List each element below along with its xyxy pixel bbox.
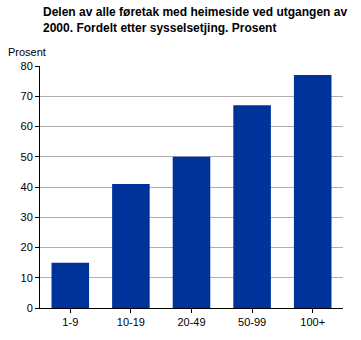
svg-text:Delen av alle føretak med heim: Delen av alle føretak med heimeside ved … — [43, 5, 347, 35]
svg-text:0: 0 — [27, 302, 33, 314]
svg-text:10: 10 — [21, 272, 33, 284]
svg-text:20-49: 20-49 — [177, 316, 205, 328]
svg-text:70: 70 — [21, 90, 33, 102]
svg-text:1-9: 1-9 — [62, 316, 78, 328]
svg-text:60: 60 — [21, 120, 33, 132]
svg-text:80: 80 — [21, 60, 33, 72]
svg-text:50-99: 50-99 — [238, 316, 266, 328]
svg-text:20: 20 — [21, 241, 33, 253]
svg-text:10-19: 10-19 — [117, 316, 145, 328]
svg-text:50: 50 — [21, 151, 33, 163]
svg-text:40: 40 — [21, 181, 33, 193]
svg-text:Prosent: Prosent — [8, 46, 46, 58]
svg-text:100+: 100+ — [300, 316, 325, 328]
svg-text:30: 30 — [21, 211, 33, 223]
